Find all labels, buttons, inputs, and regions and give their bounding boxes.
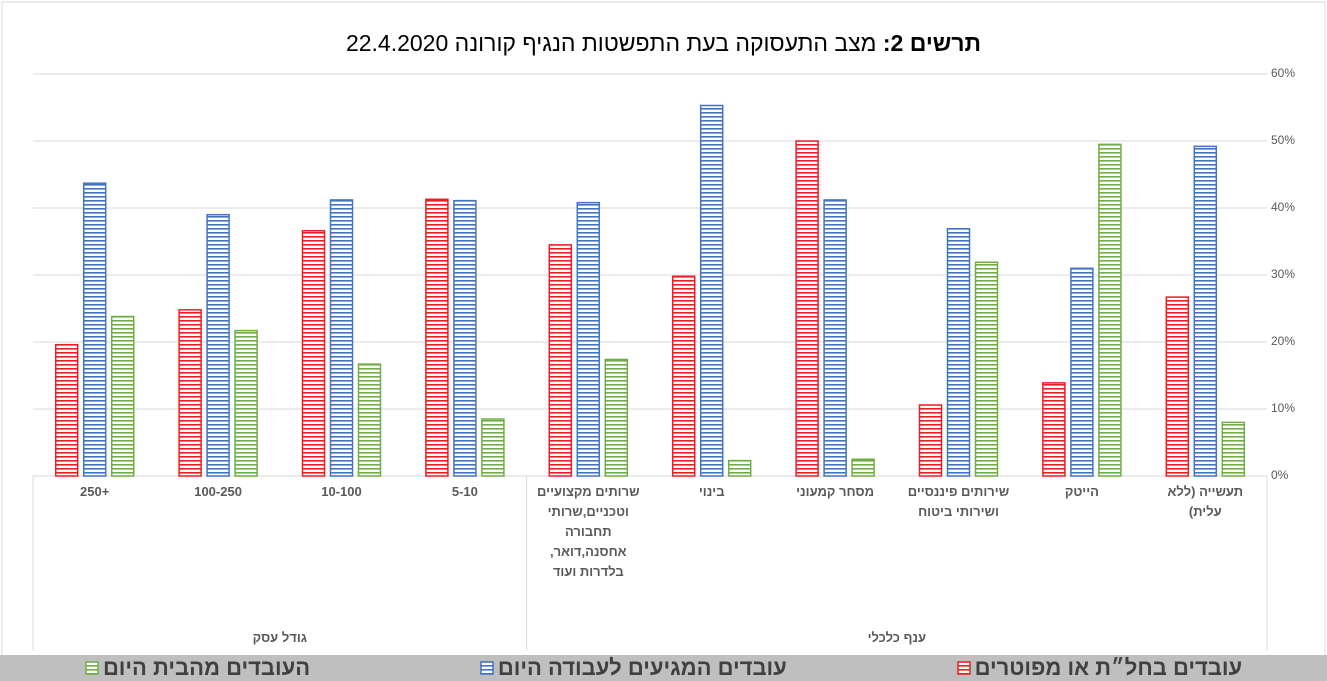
legend-label: העובדים מהבית היום: [102, 655, 311, 680]
y-tick-label: 10%: [1271, 401, 1295, 415]
bar: [234, 329, 258, 477]
bar: [671, 275, 696, 477]
y-tick-label: 20%: [1271, 334, 1295, 348]
legend-label: עובדים המגיעים לעבודה היום: [497, 655, 787, 680]
legend-swatch: [480, 661, 494, 675]
x-tick-label: 10-100: [321, 484, 362, 499]
x-tick-label: שירותים פיננסיים ושירותי ביטוח: [907, 484, 1010, 519]
bar: [82, 182, 107, 477]
y-tick-label: 50%: [1271, 133, 1295, 147]
group-label: גודל עסק: [252, 630, 307, 645]
legend-swatch-fill: [480, 661, 494, 675]
legend-swatch: [956, 661, 971, 675]
bar: [851, 458, 875, 477]
legend-item: העובדים מהבית היום: [85, 655, 310, 681]
bar: [727, 459, 752, 477]
legend-item: עובדים המגיעים לעבודה היום: [480, 655, 787, 681]
bar: [1042, 382, 1066, 477]
y-tick-label: 40%: [1271, 200, 1295, 214]
legend-item: עובדים בחל״ת או מפוטרים: [956, 655, 1243, 681]
bar: [576, 201, 601, 477]
bar: [453, 199, 477, 477]
bar: [604, 358, 629, 477]
bar: [795, 140, 819, 477]
legend-swatch: [85, 661, 99, 675]
bar: [918, 404, 943, 477]
title-text: מצב התעסוקה בעת התפשטות הנגיף קורונה 22.…: [345, 30, 877, 56]
bar: [974, 261, 999, 477]
bar: [301, 230, 326, 477]
bar: [548, 244, 573, 477]
x-tick-label: שרותים מקצועיים וטכניים,שרותי תחבורה אחס…: [537, 484, 640, 579]
y-tick-label: 60%: [1271, 66, 1295, 80]
legend: עובדים בחל״ת או מפוטרים עובדים המגיעים לע…: [0, 655, 1327, 681]
bar: [946, 228, 971, 477]
bar: [1165, 296, 1190, 477]
legend-swatch-fill: [85, 661, 99, 675]
x-tick-label: בינוי: [698, 484, 725, 499]
x-tick-label: 5-10: [451, 484, 478, 499]
bar: [1221, 421, 1246, 477]
y-tick-label: 30%: [1271, 267, 1295, 281]
x-tick-label: תעשייה (ללא עלית): [1167, 484, 1244, 519]
bar: [823, 199, 847, 477]
bar: [1098, 143, 1122, 477]
bar: [699, 104, 724, 477]
legend-swatch-fill: [956, 661, 971, 675]
legend-label: עובדים בחל״ת או מפוטרים: [974, 655, 1243, 680]
chart-title: תרשים 2: מצב התעסוקה בעת התפשטות הנגיף ק…: [0, 30, 1327, 57]
bar: [178, 309, 202, 477]
bar: [1193, 145, 1218, 477]
group-label: ענף כלכלי: [867, 630, 926, 645]
title-prefix: תרשים 2:: [882, 30, 982, 56]
bar: [206, 213, 230, 477]
x-tick-label: מסחר קמעוני: [796, 484, 875, 499]
bar: [1070, 267, 1094, 477]
bar: [357, 363, 382, 477]
x-tick-label: +250: [80, 484, 110, 499]
bar: [110, 315, 135, 477]
bar: [481, 418, 505, 477]
x-tick-label: 100-250: [194, 484, 242, 499]
bar: [425, 198, 449, 477]
y-tick-label: 0%: [1271, 468, 1289, 482]
x-tick-label: הייטק: [1064, 484, 1099, 499]
bar: [329, 199, 354, 477]
bar: [54, 343, 79, 477]
